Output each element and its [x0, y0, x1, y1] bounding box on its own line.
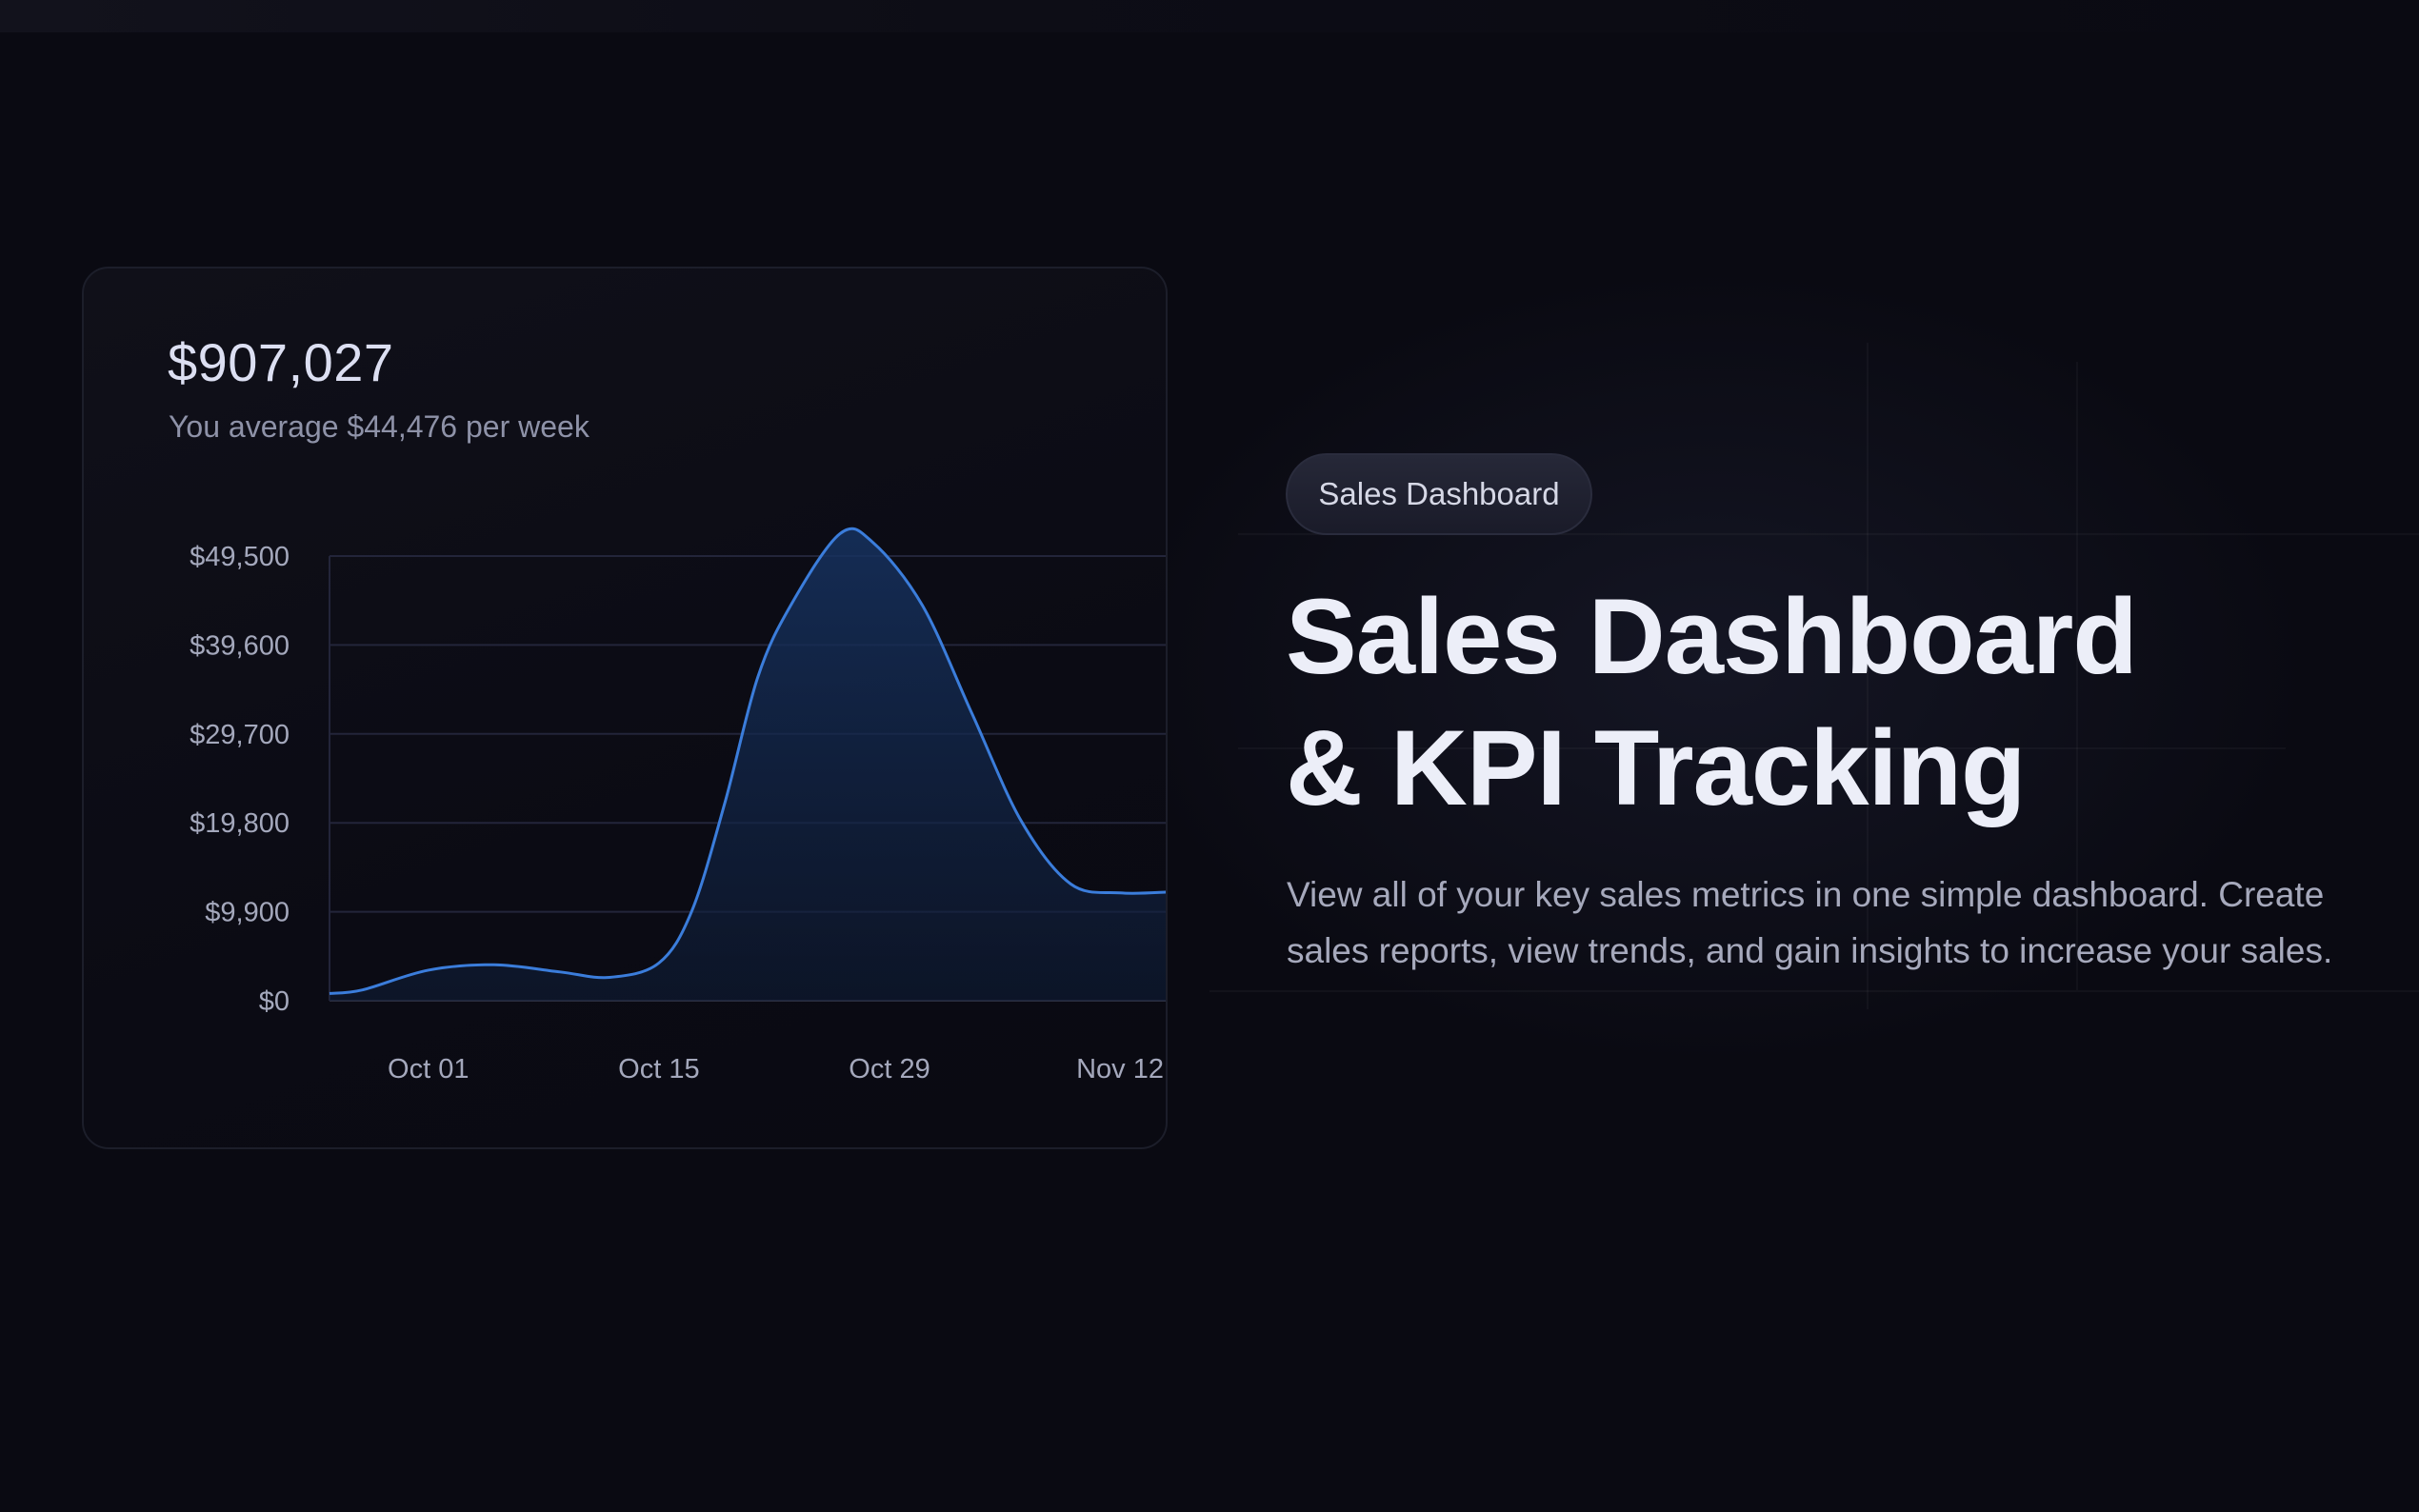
weekly-average-text: You average $44,476 per week: [169, 409, 590, 444]
total-sales-value: $907,027: [168, 332, 394, 392]
x-tick-label: Oct 15: [618, 1054, 699, 1084]
sales-area-chart: $49,500 $39,600 $29,700 $19,800 $9,900 $0 Oct…: [190, 527, 1166, 1084]
y-tick-label: $29,700: [190, 720, 290, 750]
title-line-1: Sales Dashboard: [1286, 577, 2138, 696]
sales-card: $907,027 You average $44,476 per week $4…: [82, 267, 1168, 1149]
x-tick-label: Oct 29: [849, 1054, 930, 1084]
sales-area-fill: [330, 528, 1166, 1001]
y-tick-label: $39,600: [190, 630, 290, 661]
y-tick-label: $19,800: [190, 808, 290, 839]
y-tick-label: $9,900: [205, 898, 290, 928]
section-badge: Sales Dashboard: [1286, 453, 1592, 535]
title-line-2: & KPI Tracking: [1286, 708, 2026, 827]
x-tick-label: Nov 12: [1076, 1054, 1164, 1084]
sales-series-line: [329, 527, 1166, 995]
page-title: Sales Dashboard & KPI Tracking: [1286, 571, 2381, 834]
top-bar: [0, 0, 2419, 32]
x-tick-label: Oct 01: [388, 1054, 469, 1084]
hero-description: View all of your key sales metrics in on…: [1287, 875, 2333, 970]
y-tick-label: $49,500: [190, 542, 290, 572]
y-tick-label: $0: [259, 986, 290, 1017]
background-grid-line: [1210, 990, 2419, 992]
